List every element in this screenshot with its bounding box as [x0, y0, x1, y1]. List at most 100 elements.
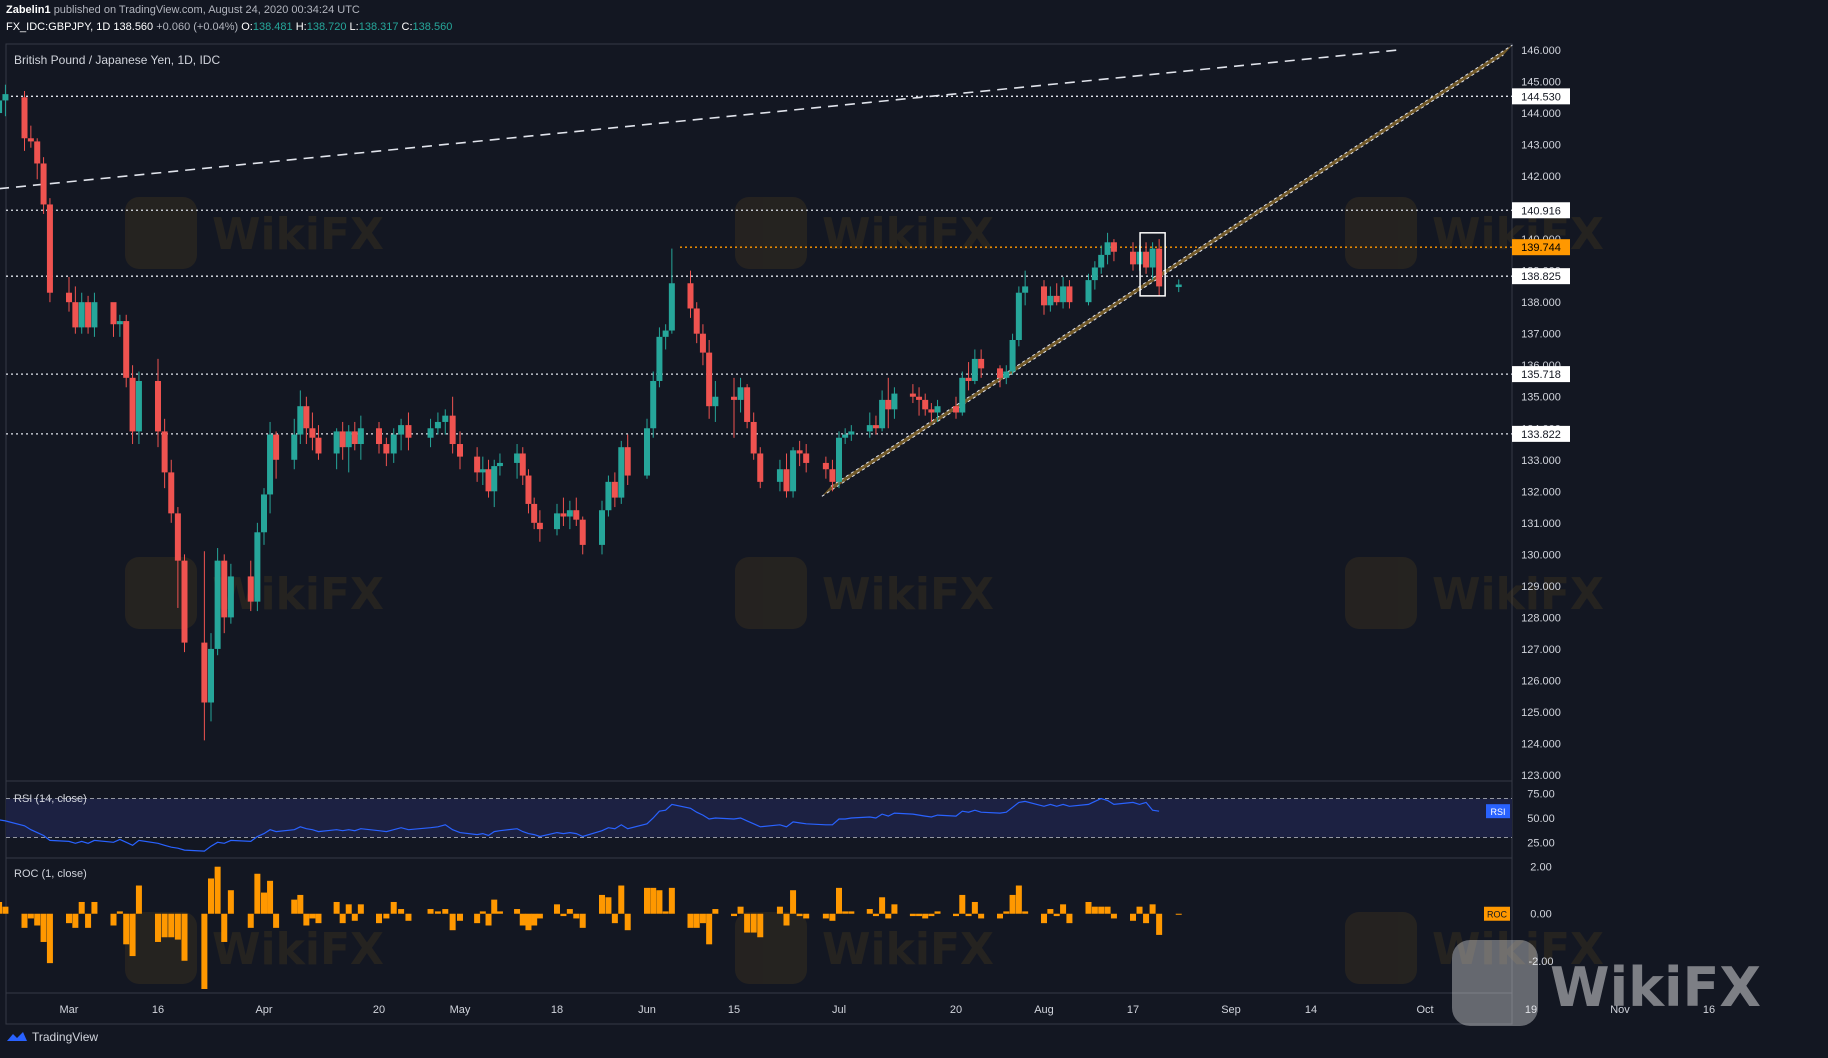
candle[interactable]	[566, 500, 573, 530]
publisher-name[interactable]: Zabelin1	[6, 4, 51, 16]
candle[interactable]	[712, 380, 719, 422]
candle[interactable]	[1060, 276, 1067, 309]
dashed-trendline[interactable]	[0, 49, 1399, 190]
candle[interactable]	[885, 377, 892, 429]
candle[interactable]	[624, 434, 631, 485]
candle[interactable]	[376, 421, 382, 454]
candle[interactable]	[155, 358, 161, 448]
candle[interactable]	[254, 522, 261, 612]
candle[interactable]	[0, 97, 3, 125]
candle[interactable]	[891, 387, 898, 419]
candle[interactable]	[309, 412, 316, 451]
candle[interactable]	[618, 440, 625, 504]
candle[interactable]	[916, 387, 923, 416]
candle[interactable]	[1053, 283, 1060, 306]
candle[interactable]	[496, 453, 503, 476]
highlight-rectangle[interactable]	[1139, 232, 1166, 297]
candle[interactable]	[345, 425, 352, 473]
candle[interactable]	[227, 563, 234, 624]
candle[interactable]	[457, 431, 463, 470]
candle[interactable]	[161, 418, 168, 489]
price-axis[interactable]: 146.000145.000144.000143.000142.000141.0…	[1521, 45, 1561, 782]
candle[interactable]	[267, 421, 274, 514]
candle[interactable]	[514, 444, 521, 479]
candle[interactable]	[208, 633, 214, 722]
candle[interactable]	[1098, 245, 1105, 274]
candle[interactable]	[333, 428, 340, 470]
candle[interactable]	[750, 412, 757, 460]
candle[interactable]	[1009, 333, 1016, 375]
time-axis[interactable]: Mar 16 Apr 20 May 18 Jun 15 Jul 20 Aug 17 Sep 14 Oct 19…	[60, 1004, 1716, 1016]
candle[interactable]	[201, 551, 208, 741]
candle[interactable]	[351, 421, 358, 451]
candle[interactable]	[971, 349, 978, 385]
candle[interactable]	[247, 560, 254, 612]
candle[interactable]	[842, 428, 849, 445]
candle[interactable]	[531, 497, 538, 530]
candle[interactable]	[398, 418, 405, 451]
candle[interactable]	[261, 488, 267, 545]
candle[interactable]	[1149, 242, 1156, 281]
candle[interactable]	[1041, 280, 1047, 315]
candle[interactable]	[829, 459, 836, 492]
candle[interactable]	[656, 327, 663, 388]
candle[interactable]	[668, 248, 675, 334]
candle[interactable]	[909, 384, 916, 404]
candle[interactable]	[78, 292, 85, 334]
candle[interactable]	[434, 412, 441, 435]
candle[interactable]	[644, 418, 650, 479]
candle[interactable]	[579, 516, 586, 555]
candle[interactable]	[168, 459, 175, 523]
candle[interactable]	[1156, 239, 1163, 296]
candle[interactable]	[997, 365, 1003, 388]
candle[interactable]	[796, 440, 803, 467]
candle[interactable]	[1066, 280, 1073, 309]
candle[interactable]	[662, 324, 669, 350]
candle[interactable]	[934, 399, 941, 422]
candle[interactable]	[123, 314, 130, 388]
tradingview-logo-icon[interactable]	[6, 1031, 28, 1043]
candle[interactable]	[135, 371, 142, 445]
candle[interactable]	[1143, 242, 1150, 274]
candle[interactable]	[699, 324, 706, 366]
candle[interactable]	[339, 421, 346, 460]
candle[interactable]	[757, 447, 764, 489]
candle[interactable]	[605, 475, 612, 517]
candle[interactable]	[357, 415, 364, 460]
candle[interactable]	[1130, 242, 1136, 271]
candle[interactable]	[427, 418, 434, 448]
candle[interactable]	[66, 276, 72, 312]
candle[interactable]	[85, 295, 92, 334]
candle[interactable]	[181, 554, 188, 653]
candle[interactable]	[214, 548, 221, 656]
candle[interactable]	[519, 447, 526, 485]
candle[interactable]	[297, 390, 304, 445]
candle[interactable]	[110, 302, 117, 337]
candle[interactable]	[491, 459, 498, 508]
candle[interactable]	[91, 292, 98, 337]
candle[interactable]	[536, 510, 543, 542]
candle[interactable]	[390, 428, 397, 463]
candle[interactable]	[1104, 232, 1111, 265]
candle[interactable]	[525, 469, 532, 514]
candle[interactable]	[803, 444, 810, 473]
candle[interactable]	[693, 302, 700, 344]
candle[interactable]	[744, 384, 751, 429]
candle[interactable]	[737, 377, 744, 413]
candle[interactable]	[2, 84, 9, 117]
candle[interactable]	[611, 472, 618, 508]
candle[interactable]	[687, 270, 694, 318]
candle[interactable]	[872, 415, 879, 435]
candle[interactable]	[706, 340, 713, 419]
candle[interactable]	[21, 90, 28, 151]
candle[interactable]	[1091, 261, 1098, 290]
candle[interactable]	[273, 431, 280, 479]
candle[interactable]	[783, 453, 790, 498]
candle[interactable]	[650, 371, 657, 438]
candle[interactable]	[479, 456, 486, 485]
candle[interactable]	[928, 403, 935, 422]
candle[interactable]	[27, 125, 34, 148]
candle[interactable]	[405, 412, 412, 451]
candle[interactable]	[776, 459, 783, 492]
